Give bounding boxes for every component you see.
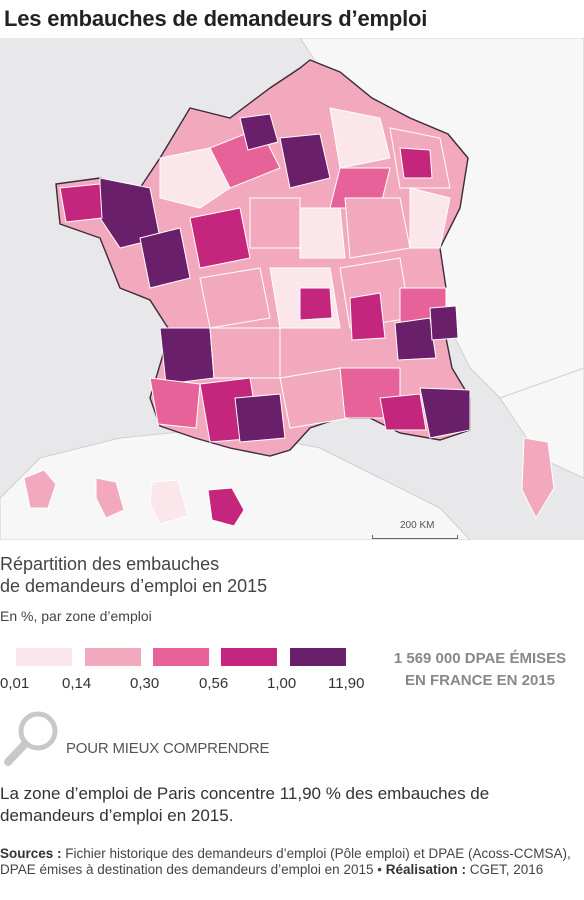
legend-tick-2: 0,14 <box>62 675 92 692</box>
choropleth-map <box>0 38 584 540</box>
credit-label: Réalisation : <box>385 862 466 877</box>
legend-tick-6: 11,90 <box>328 675 365 692</box>
legend-tick-1: 0,01 <box>0 675 30 692</box>
total-line-2: EN FRANCE EN 2015 <box>404 672 556 689</box>
magnifier-icon <box>2 707 64 769</box>
legend-swatch-1 <box>16 648 72 666</box>
total-dpae: 1 569 000 DPAE ÉMISES EN FRANCE EN 2015 <box>384 648 576 692</box>
legend-tick-5: 1,00 <box>267 675 297 692</box>
scale-bar <box>372 535 458 539</box>
legend-swatch-4 <box>221 648 277 666</box>
legend-title: Répartition des embauches de demandeurs … <box>0 553 267 597</box>
sources-label: Sources : <box>0 846 62 861</box>
more-info-link[interactable]: POUR MIEUX COMPRENDRE <box>66 740 270 757</box>
legend-swatch-5 <box>290 648 346 666</box>
legend-tick-4: 0,56 <box>199 675 229 692</box>
france-map <box>0 38 584 540</box>
legend-unit: En %, par zone d’emploi <box>0 608 152 624</box>
employment-zones <box>59 107 471 443</box>
page-title: Les embauches de demandeurs d’emploi <box>4 6 428 31</box>
legend-swatch-3 <box>153 648 209 666</box>
bullet-separator: • <box>377 862 386 877</box>
legend-tick-3: 0,30 <box>130 675 160 692</box>
total-line-1: 1 569 000 DPAE ÉMISES <box>393 650 567 667</box>
overseas-insets <box>23 437 555 527</box>
scale-label: 200 KM <box>400 520 435 531</box>
legend-title-line-1: Répartition des embauches <box>0 554 220 574</box>
legend-swatch-2 <box>85 648 141 666</box>
legend-title-line-2: de demandeurs d’emploi en 2015 <box>0 576 268 596</box>
sources: Sources : Fichier historique des demande… <box>0 846 580 878</box>
credit-text: CGET, 2016 <box>466 862 544 877</box>
explanatory-note: La zone d’emploi de Paris concentre 11,9… <box>0 784 490 825</box>
sources-text: Fichier historique des demandeurs d’empl… <box>0 846 571 877</box>
